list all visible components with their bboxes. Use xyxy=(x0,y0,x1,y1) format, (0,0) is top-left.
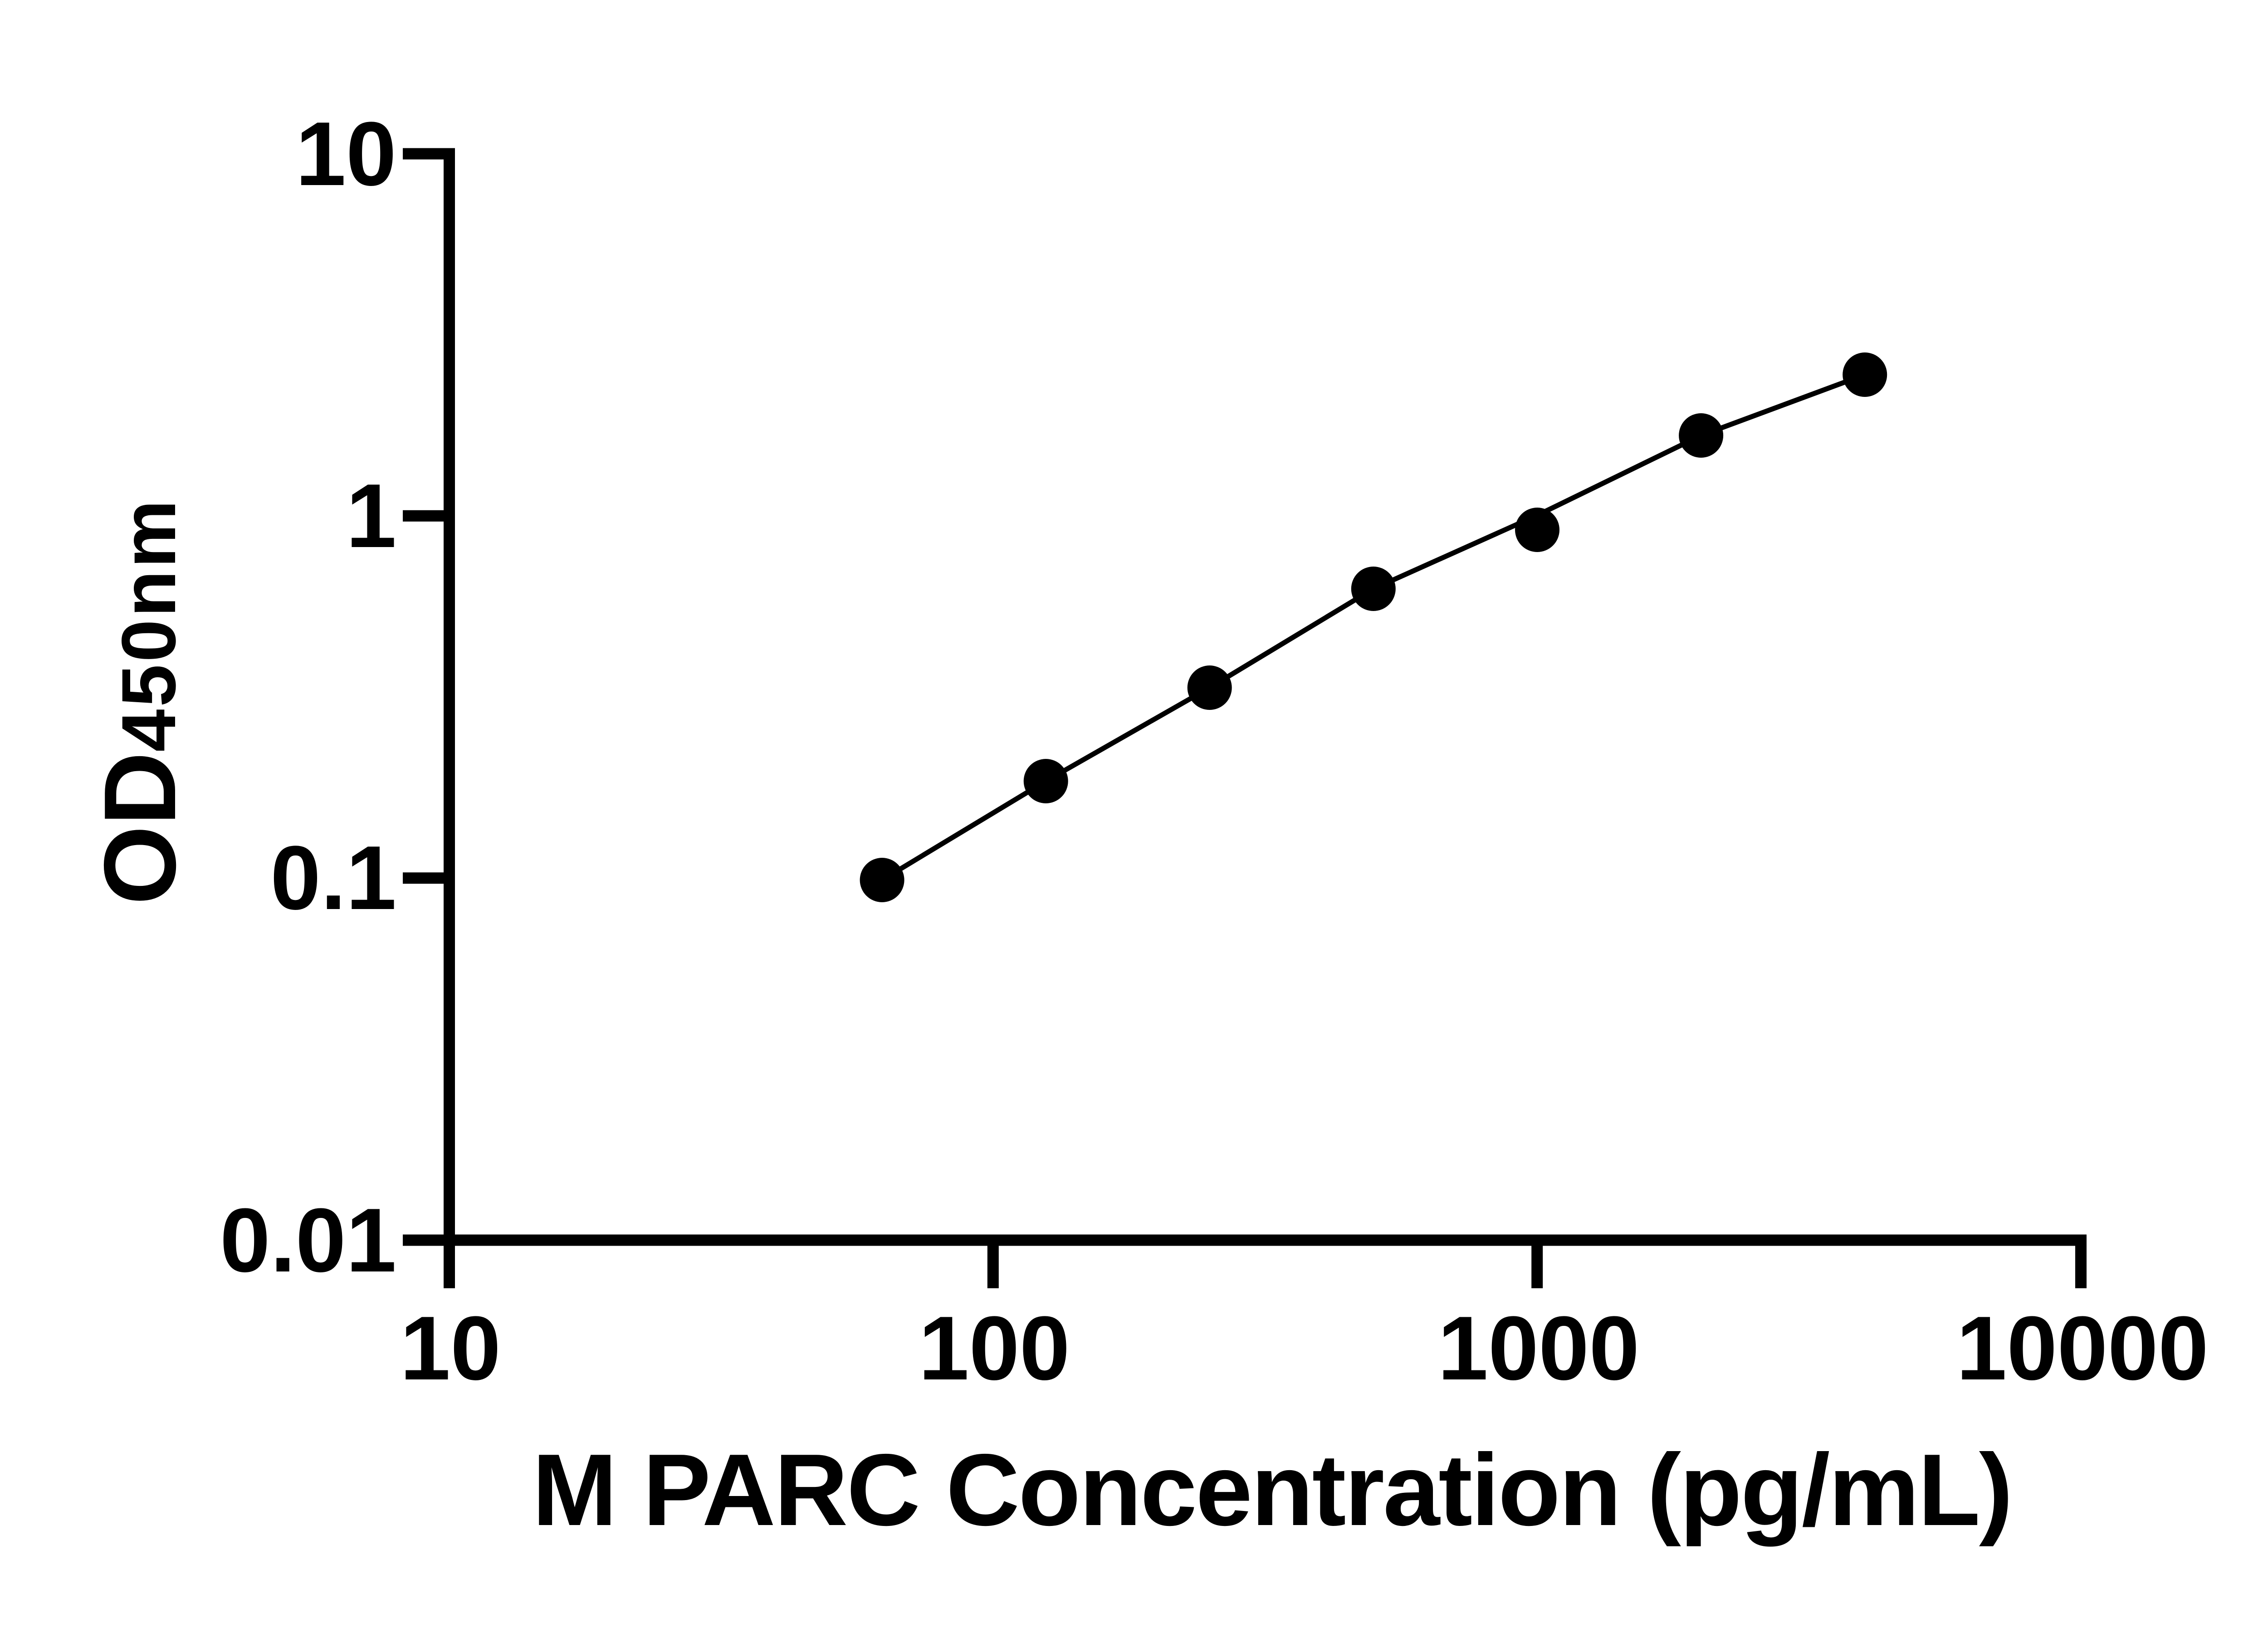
svg-text:1: 1 xyxy=(346,465,396,567)
svg-text:10: 10 xyxy=(296,103,396,205)
svg-text:1000: 1000 xyxy=(1438,1298,1640,1399)
svg-text:10000: 10000 xyxy=(1956,1298,2209,1399)
svg-text:M PARC Concentration (pg/mL): M PARC Concentration (pg/mL) xyxy=(532,1433,2012,1547)
svg-text:0.01: 0.01 xyxy=(220,1190,396,1291)
svg-text:100: 100 xyxy=(919,1298,1070,1399)
svg-text:0.1: 0.1 xyxy=(270,827,396,929)
svg-text:OD450nm: OD450nm xyxy=(83,498,197,905)
svg-text:10: 10 xyxy=(400,1298,501,1399)
